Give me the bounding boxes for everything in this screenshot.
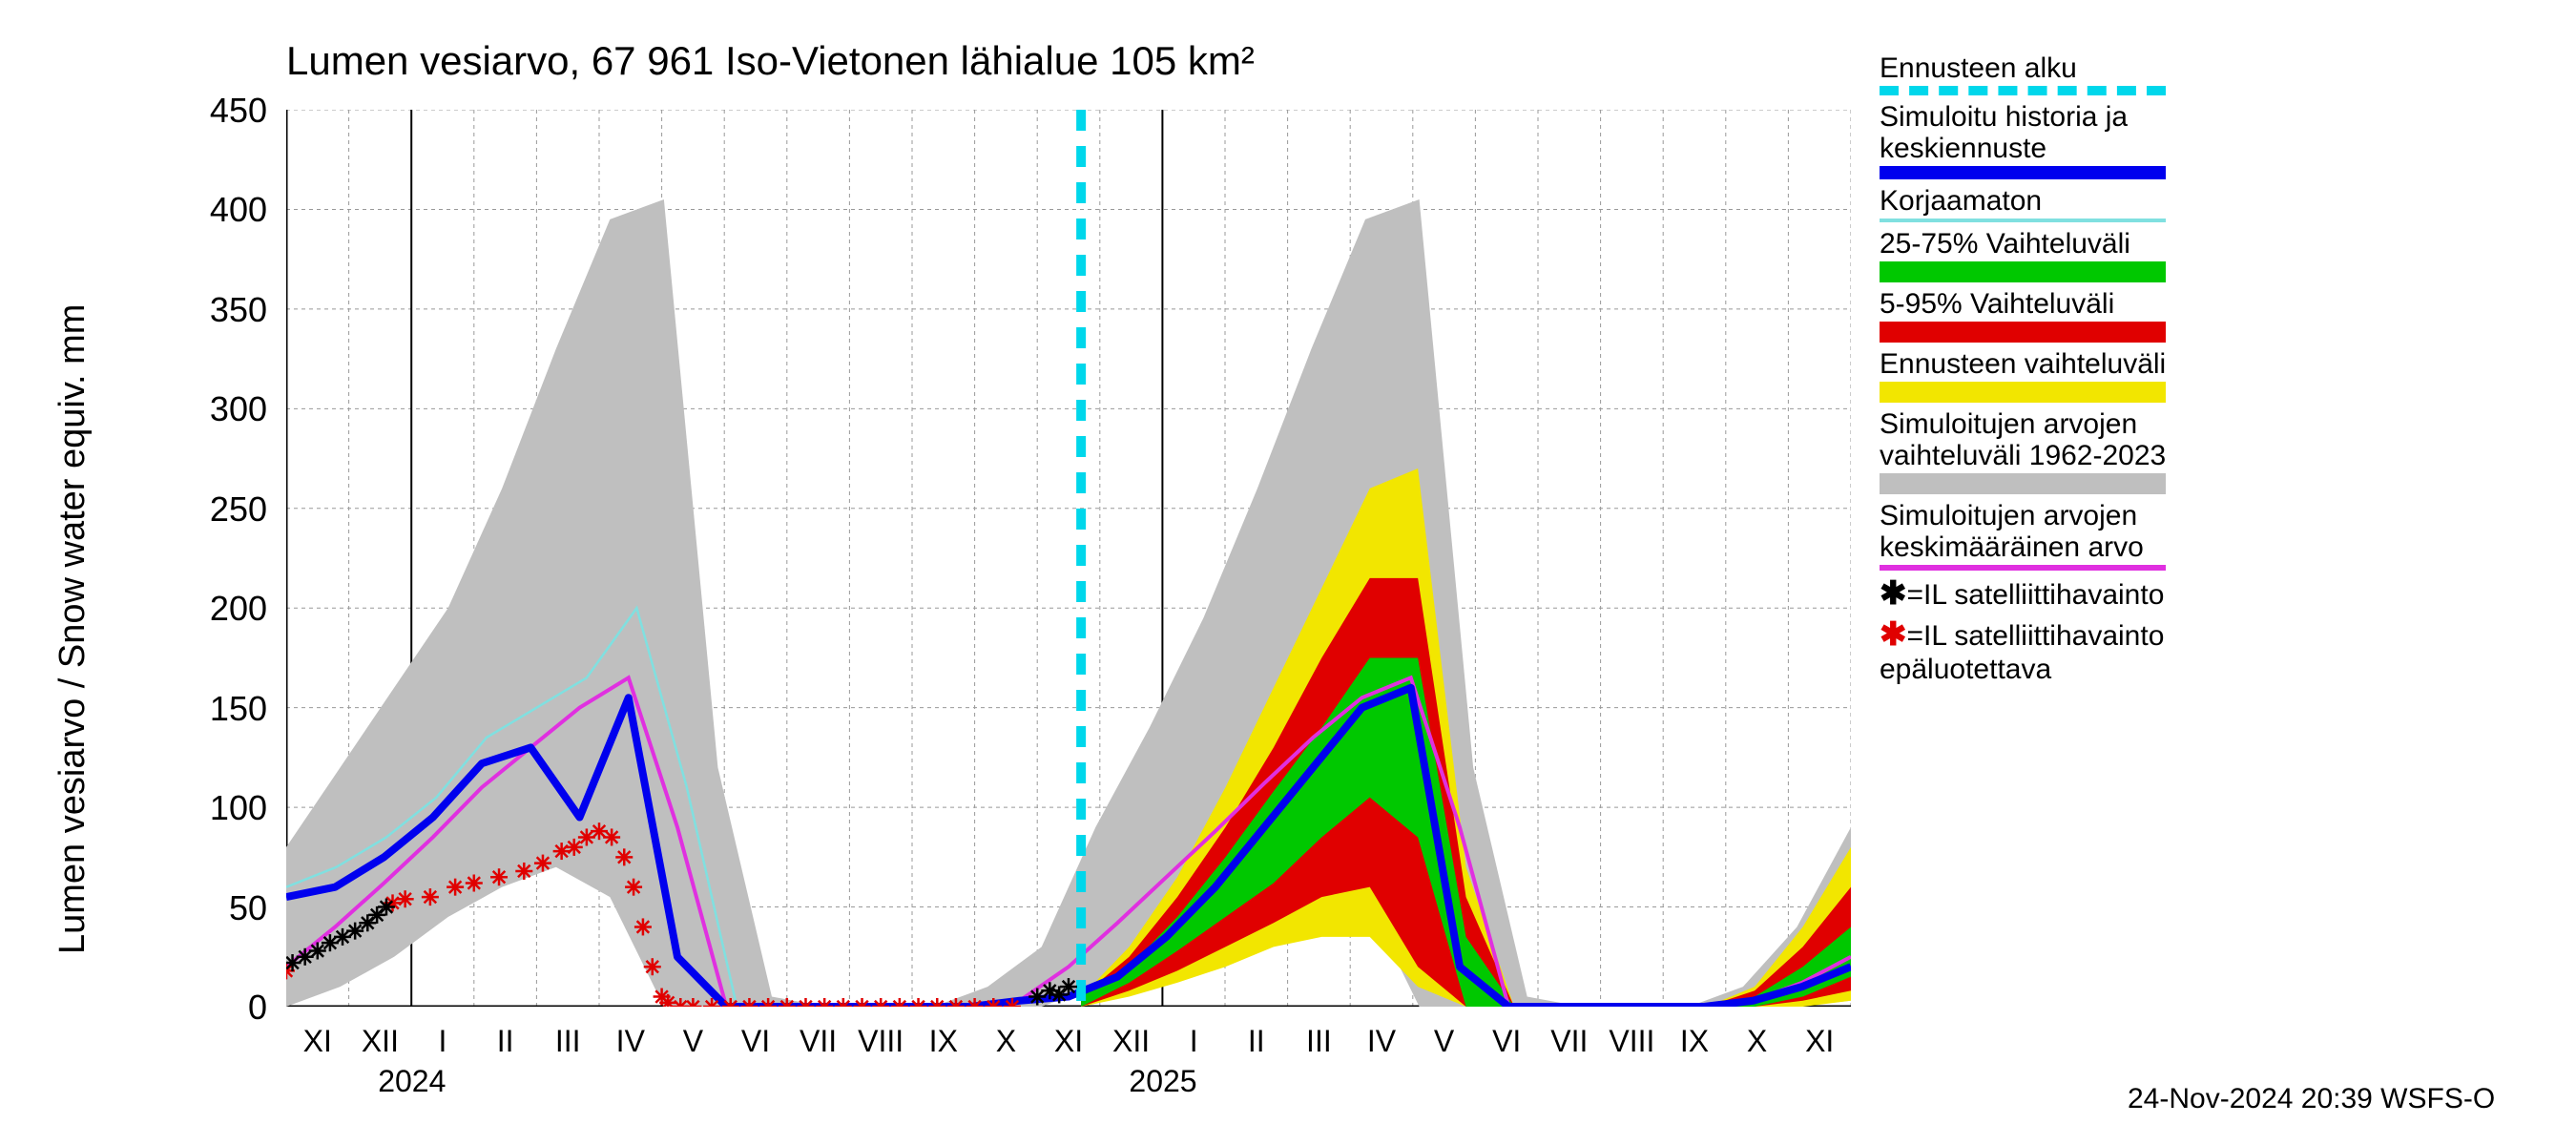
x-tick-label: I	[1165, 1024, 1222, 1059]
legend-entry: Simuloitujen arvojenvaihteluväli 1962-20…	[1880, 408, 2166, 494]
x-tick-label: X	[977, 1024, 1034, 1059]
x-tick-label: III	[1290, 1024, 1347, 1059]
legend-label: Simuloitujen arvojen	[1880, 500, 2166, 531]
legend-swatch	[1880, 261, 2166, 282]
x-tick-label: IV	[1353, 1024, 1410, 1059]
y-tick-label: 100	[172, 788, 267, 828]
legend-entry: ✱=IL satelliittihavainto	[1880, 576, 2166, 612]
x-tick-label: XI	[1040, 1024, 1097, 1059]
x-tick-label: II	[477, 1024, 534, 1059]
legend-swatch	[1880, 166, 2166, 179]
legend-swatch	[1880, 219, 2166, 222]
legend-entry: ✱=IL satelliittihavaintoepäluotettava	[1880, 617, 2166, 684]
legend-label: epäluotettava	[1880, 654, 2166, 685]
x-tick-label: X	[1729, 1024, 1786, 1059]
legend-label: Ennusteen alku	[1880, 52, 2166, 84]
legend-label: 5-95% Vaihteluväli	[1880, 288, 2166, 320]
legend-label: Ennusteen vaihteluväli	[1880, 348, 2166, 380]
x-tick-label: VIII	[1603, 1024, 1660, 1059]
x-tick-label: IX	[1666, 1024, 1723, 1059]
y-tick-label: 150	[172, 689, 267, 729]
legend-entry: Ennusteen alku	[1880, 52, 2166, 95]
legend-label: Simuloitujen arvojen	[1880, 408, 2166, 440]
y-axis-label: Lumen vesiarvo / Snow water equiv. mm	[52, 304, 93, 954]
x-tick-label: VI	[1478, 1024, 1535, 1059]
y-tick-label: 350	[172, 290, 267, 330]
legend-label: 25-75% Vaihteluväli	[1880, 228, 2166, 260]
legend-label: Simuloitu historia ja	[1880, 101, 2166, 133]
page-root: Lumen vesiarvo, 67 961 Iso-Vietonen lähi…	[0, 0, 2576, 1145]
legend-entry: Ennusteen vaihteluväli	[1880, 348, 2166, 403]
x-tick-label: VI	[727, 1024, 784, 1059]
x-tick-label: IV	[602, 1024, 659, 1059]
year-label: 2024	[378, 1064, 446, 1099]
chart-title: Lumen vesiarvo, 67 961 Iso-Vietonen lähi…	[286, 38, 1255, 84]
legend-entry: Korjaamaton	[1880, 185, 2166, 222]
legend-label: keskimääräinen arvo	[1880, 531, 2166, 563]
y-tick-label: 450	[172, 91, 267, 131]
x-tick-label: XII	[1103, 1024, 1160, 1059]
y-tick-label: 50	[172, 888, 267, 928]
legend-entry: 25-75% Vaihteluväli	[1880, 228, 2166, 282]
legend: Ennusteen alkuSimuloitu historia jakeski…	[1880, 52, 2166, 691]
x-tick-label: III	[539, 1024, 596, 1059]
x-tick-label: II	[1228, 1024, 1285, 1059]
legend-entry: Simuloitu historia jakeskiennuste	[1880, 101, 2166, 179]
legend-swatch	[1880, 86, 2166, 95]
x-tick-label: I	[414, 1024, 471, 1059]
legend-swatch	[1880, 473, 2166, 494]
footer-timestamp: 24-Nov-2024 20:39 WSFS-O	[2128, 1083, 2495, 1115]
legend-swatch	[1880, 382, 2166, 403]
legend-marker-icon: ✱	[1880, 616, 1907, 653]
legend-label: =IL satelliittihavainto	[1907, 620, 2165, 652]
x-tick-label: V	[664, 1024, 721, 1059]
x-tick-label: XII	[351, 1024, 408, 1059]
y-tick-label: 400	[172, 190, 267, 230]
x-tick-label: XI	[1791, 1024, 1848, 1059]
x-tick-label: V	[1416, 1024, 1473, 1059]
x-tick-label: VII	[790, 1024, 847, 1059]
y-tick-label: 200	[172, 589, 267, 629]
y-tick-label: 250	[172, 489, 267, 530]
legend-entry: Simuloitujen arvojenkeskimääräinen arvo	[1880, 500, 2166, 571]
x-tick-label: VIII	[852, 1024, 909, 1059]
legend-label: Korjaamaton	[1880, 185, 2166, 217]
legend-entry: 5-95% Vaihteluväli	[1880, 288, 2166, 343]
legend-label: =IL satelliittihavainto	[1907, 579, 2165, 611]
x-tick-label: XI	[289, 1024, 346, 1059]
y-tick-label: 300	[172, 389, 267, 429]
legend-swatch	[1880, 565, 2166, 571]
plot-svg	[286, 110, 1851, 1007]
x-tick-label: VII	[1541, 1024, 1598, 1059]
legend-swatch	[1880, 322, 2166, 343]
legend-label: keskiennuste	[1880, 133, 2166, 164]
x-tick-label: IX	[915, 1024, 972, 1059]
legend-label: vaihteluväli 1962-2023	[1880, 440, 2166, 471]
legend-marker-icon: ✱	[1880, 575, 1907, 612]
year-label: 2025	[1129, 1064, 1196, 1099]
y-tick-label: 0	[172, 988, 267, 1028]
